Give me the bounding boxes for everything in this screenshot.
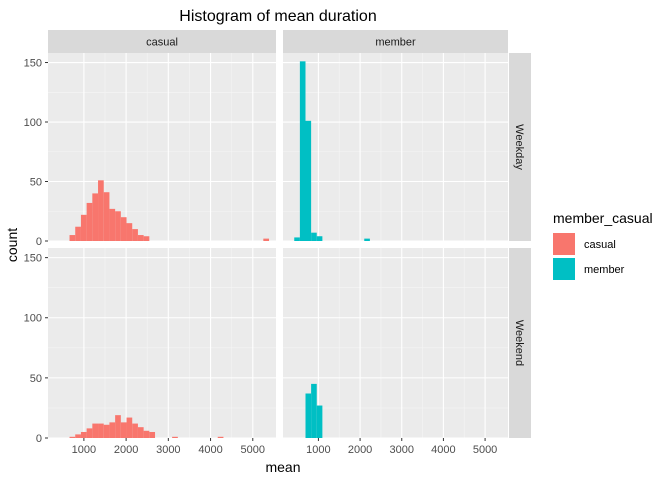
histogram-bar <box>120 217 127 241</box>
legend-title: member_casual <box>553 210 653 226</box>
histogram-bar <box>311 232 317 241</box>
y-tick-label: 50 <box>30 373 42 385</box>
facet-strip-member <box>283 30 508 53</box>
histogram-bar <box>86 202 93 241</box>
histogram-bar <box>143 430 150 438</box>
histogram-bar <box>80 431 87 438</box>
x-tick-label: 1000 <box>72 444 96 456</box>
y-tick-label: 100 <box>24 313 42 325</box>
x-tick-label: 4000 <box>198 444 222 456</box>
histogram-bar <box>126 223 133 241</box>
histogram-bar <box>109 422 116 438</box>
histogram-bar <box>132 423 138 438</box>
histogram-bar <box>132 229 138 241</box>
histogram-bar <box>69 235 76 241</box>
legend: member_casual casual member <box>553 210 653 280</box>
facet-strip-label-weekday: Weekday <box>513 124 525 170</box>
y-tick-label: 100 <box>24 117 42 129</box>
facet-strip-weekend <box>509 248 531 438</box>
x-tick-label: 3000 <box>390 444 414 456</box>
panel-background <box>48 53 276 241</box>
facet-strip-label-member: member <box>375 37 416 49</box>
facet-strip-label-casual: casual <box>146 37 178 49</box>
facet-strip-weekday <box>509 53 531 241</box>
panel-casual-weekend: 0 50 100 150 1000 2000 3000 4000 5000 <box>24 248 276 456</box>
histogram-bar <box>316 236 323 241</box>
histogram-bar <box>137 235 144 241</box>
facet-strip-label-weekend: Weekend <box>513 320 525 366</box>
y-tick-label: 150 <box>24 58 42 70</box>
histogram-bar <box>299 61 306 241</box>
histogram-bar <box>120 422 127 438</box>
histogram-bar <box>364 238 370 241</box>
panel-member-weekend: 1000 2000 3000 4000 5000 <box>283 248 508 456</box>
histogram-bar <box>143 236 150 241</box>
y-tick-label: 50 <box>30 177 42 189</box>
histogram-bar <box>137 427 144 438</box>
histogram-bar <box>305 120 312 241</box>
histogram-bar <box>98 423 104 438</box>
histogram-bar <box>294 237 300 241</box>
panel-background <box>48 248 276 438</box>
legend-label-member: member <box>584 264 625 276</box>
histogram-bar <box>80 214 87 241</box>
histogram-bar <box>86 428 93 438</box>
x-axis-title: mean <box>265 459 300 475</box>
histogram-bar <box>109 208 116 241</box>
x-tick-label: 5000 <box>473 444 497 456</box>
histogram-bar <box>305 393 312 438</box>
histogram-bar <box>92 193 99 241</box>
panel-casual-weekday: 0 50 100 150 <box>24 53 276 248</box>
chart-title: Histogram of mean duration <box>179 8 376 25</box>
histogram-bar <box>126 417 133 438</box>
x-tick-label: 2000 <box>348 444 372 456</box>
x-tick-label: 5000 <box>241 444 265 456</box>
legend-key-member <box>553 258 575 280</box>
y-tick-label: 0 <box>36 433 42 445</box>
histogram-bar <box>115 211 121 241</box>
histogram-bar <box>69 436 76 438</box>
histogram-bar <box>316 405 323 438</box>
x-tick-label: 2000 <box>114 444 138 456</box>
histogram-bar <box>98 180 104 241</box>
facet-strip-casual <box>48 30 276 53</box>
panel-member-weekday <box>283 53 508 242</box>
histogram-bar <box>263 238 270 241</box>
histogram-bar <box>103 192 110 241</box>
y-tick-label: 150 <box>24 253 42 265</box>
histogram-bar <box>92 423 99 438</box>
histogram-bar <box>149 431 156 438</box>
x-tick-label: 3000 <box>156 444 180 456</box>
histogram-bar <box>75 434 81 438</box>
x-tick-label: 4000 <box>431 444 455 456</box>
y-axis-title: count <box>4 228 20 262</box>
y-tick-label: 0 <box>36 236 42 248</box>
x-tick-label: 1000 <box>306 444 330 456</box>
histogram-bar <box>103 424 110 438</box>
histogram-bar <box>311 383 317 438</box>
histogram-bar <box>217 436 224 438</box>
legend-key-casual <box>553 233 575 255</box>
panel-background <box>283 53 508 241</box>
histogram-bar <box>115 415 121 438</box>
histogram-bar <box>172 436 178 438</box>
legend-label-casual: casual <box>584 239 616 251</box>
histogram-bar <box>75 226 81 241</box>
